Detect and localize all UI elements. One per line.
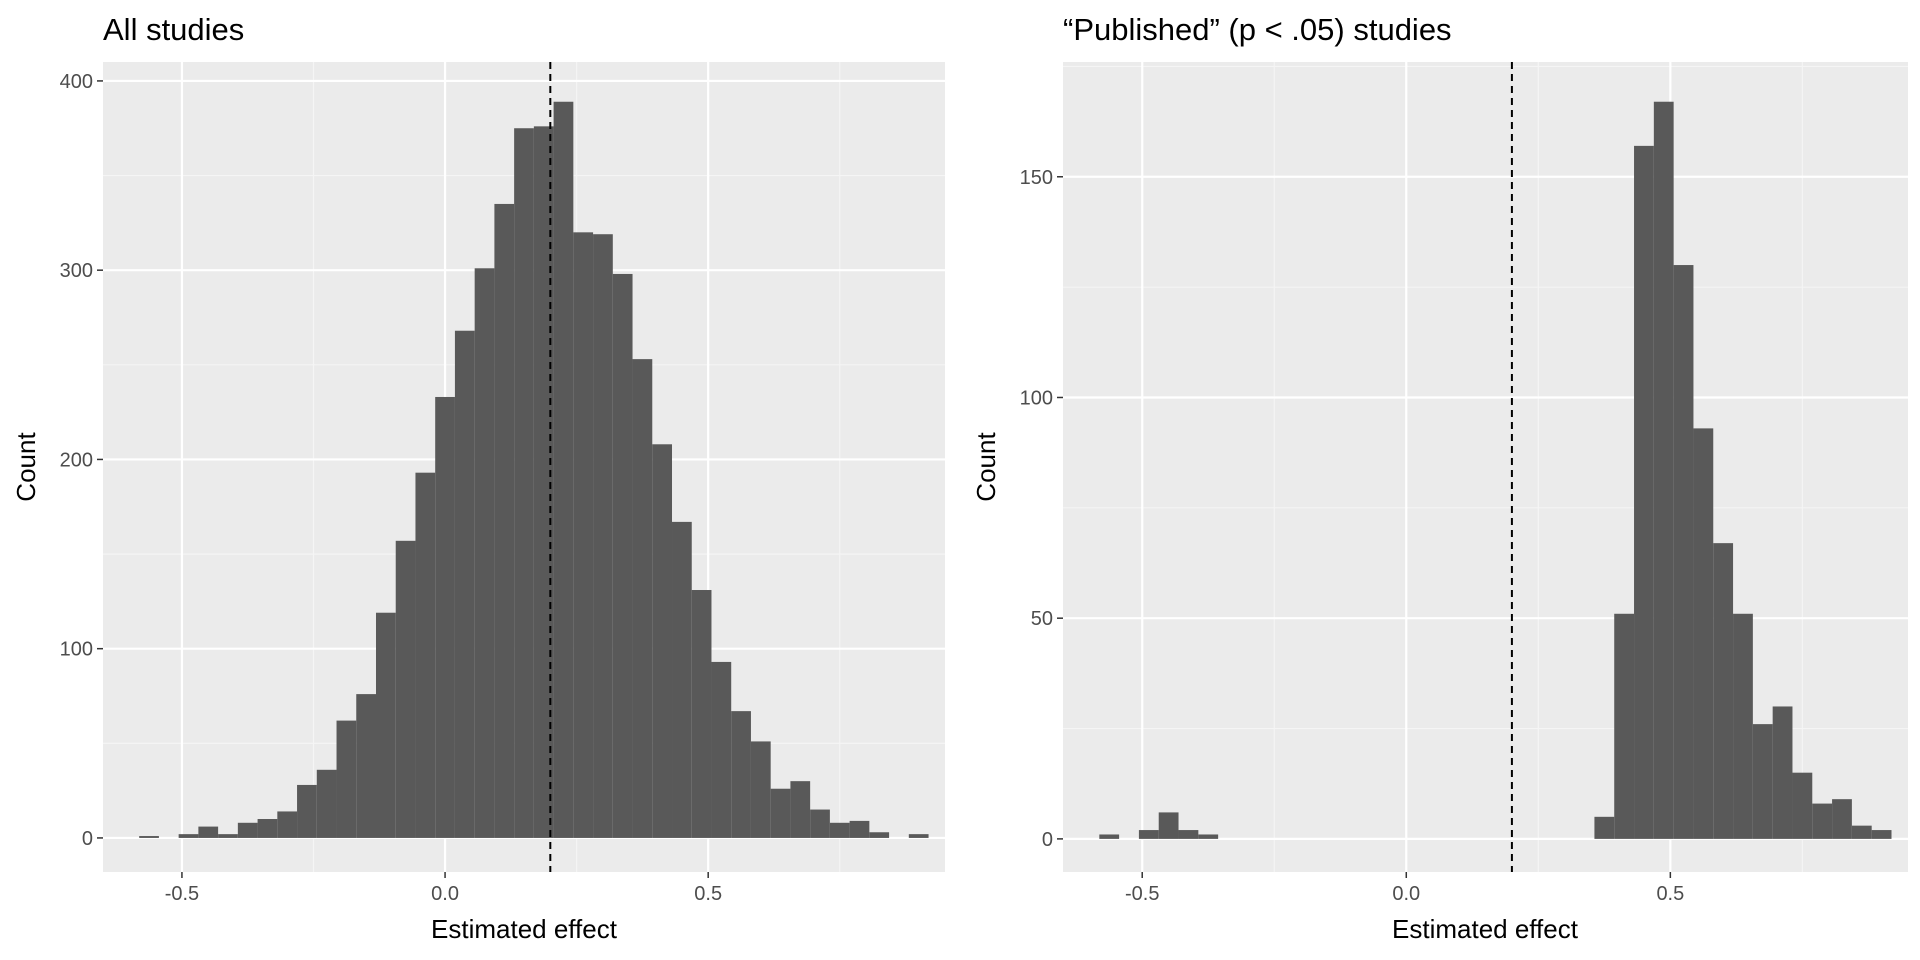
histogram-bar [336,720,357,838]
y-axis-title: Count [11,432,41,502]
histogram-bar [1851,825,1872,839]
histogram-bar [494,203,515,838]
histogram-bar [1693,428,1714,839]
histogram-bar [1752,724,1773,839]
x-tick-label: 0.0 [1392,883,1420,905]
y-tick-label: 0 [82,828,93,850]
histogram-bar [375,612,396,838]
histogram-bar [869,832,890,838]
histogram-bar [356,694,376,838]
histogram-bar [257,819,278,838]
histogram-bar [1198,834,1219,839]
histogram-bar [612,273,633,838]
histogram-bar [237,822,258,838]
histogram-bar [731,711,751,838]
histogram-bars [1099,101,1892,839]
histogram-bar [652,444,673,838]
histogram-bar [829,822,850,838]
x-tick-label: -0.5 [1125,883,1159,905]
y-tick-label: 100 [1020,387,1053,409]
histogram-bar [1713,543,1734,839]
histogram-bar [1832,799,1852,839]
histogram-bar [1099,834,1120,839]
histogram-bar [810,809,830,838]
histogram-bar [198,826,219,838]
y-axis-title: Count [971,432,1001,502]
histogram-bar [474,268,495,838]
histogram-bar [218,834,238,838]
histogram-bar [750,741,771,838]
histogram-bar [1673,265,1694,839]
histogram-bar [1733,613,1753,839]
y-axis: 0 50 100 150 [1020,167,1063,851]
panel-all-studies: All studies 0 100 200 300 400 -0.5 0.0 0.5 Est… [11,12,945,944]
histogram-bar [297,784,317,838]
histogram-bar [435,396,455,838]
histogram-bar [553,101,574,838]
x-axis-title: Estimated effect [431,914,618,944]
y-tick-label: 50 [1031,608,1053,630]
histogram-bar [139,836,159,838]
x-axis-title: Estimated effect [1392,914,1579,944]
histogram-bar [1158,812,1179,839]
histogram-bar [593,234,613,838]
histogram-bar [849,820,870,838]
histogram-bar [1178,830,1199,839]
histogram-bar [632,359,653,838]
histogram-bar [277,811,298,838]
panel-published-studies: “Published” (p < .05) studies 050100150 … [971,12,1908,944]
histogram-bar [1871,830,1892,839]
x-tick-label: 0.5 [694,883,722,905]
x-tick-label: 0.0 [431,883,459,905]
histogram-bar [178,834,199,838]
histogram-bar [711,661,732,838]
histogram-bar [1812,803,1833,839]
histogram-bar [672,521,692,838]
y-tick-label: 0 [1042,829,1053,851]
histogram-bar [770,788,791,838]
histogram-bar [1772,706,1793,839]
y-tick-label: 400 [60,71,93,93]
histogram-bars [139,101,929,838]
y-tick-label: 200 [60,449,93,471]
y-tick-label: 150 [1020,167,1053,189]
y-axis: 0 100 200 300 400 [60,71,103,850]
histogram-bar [790,781,811,838]
x-axis: -0.5 0.0 0.5 [165,872,722,905]
y-tick-label: 300 [60,260,93,282]
x-axis: -0.5 0.0 0.5 [1125,872,1684,905]
histogram-bar [395,540,416,838]
histogram-bar [573,232,594,838]
histogram-bar [1614,613,1635,839]
histogram-bar [1138,830,1159,839]
histogram-bar [415,472,436,838]
histogram-bar [908,834,929,838]
histogram-bar [1653,101,1674,839]
histogram-bar [316,769,337,838]
chart-title: All studies [103,12,244,47]
histogram-bar [691,590,712,838]
chart-title: “Published” (p < .05) studies [1063,12,1452,47]
histogram-bar [1594,816,1615,839]
x-tick-label: -0.5 [165,883,199,905]
histogram-bar [454,330,475,838]
histogram-bar [1634,145,1654,839]
histogram-bar [514,128,534,838]
y-tick-label: 100 [60,639,93,661]
histogram-bar [533,126,554,838]
histogram-bar [1792,772,1813,839]
x-tick-label: 0.5 [1656,883,1684,905]
